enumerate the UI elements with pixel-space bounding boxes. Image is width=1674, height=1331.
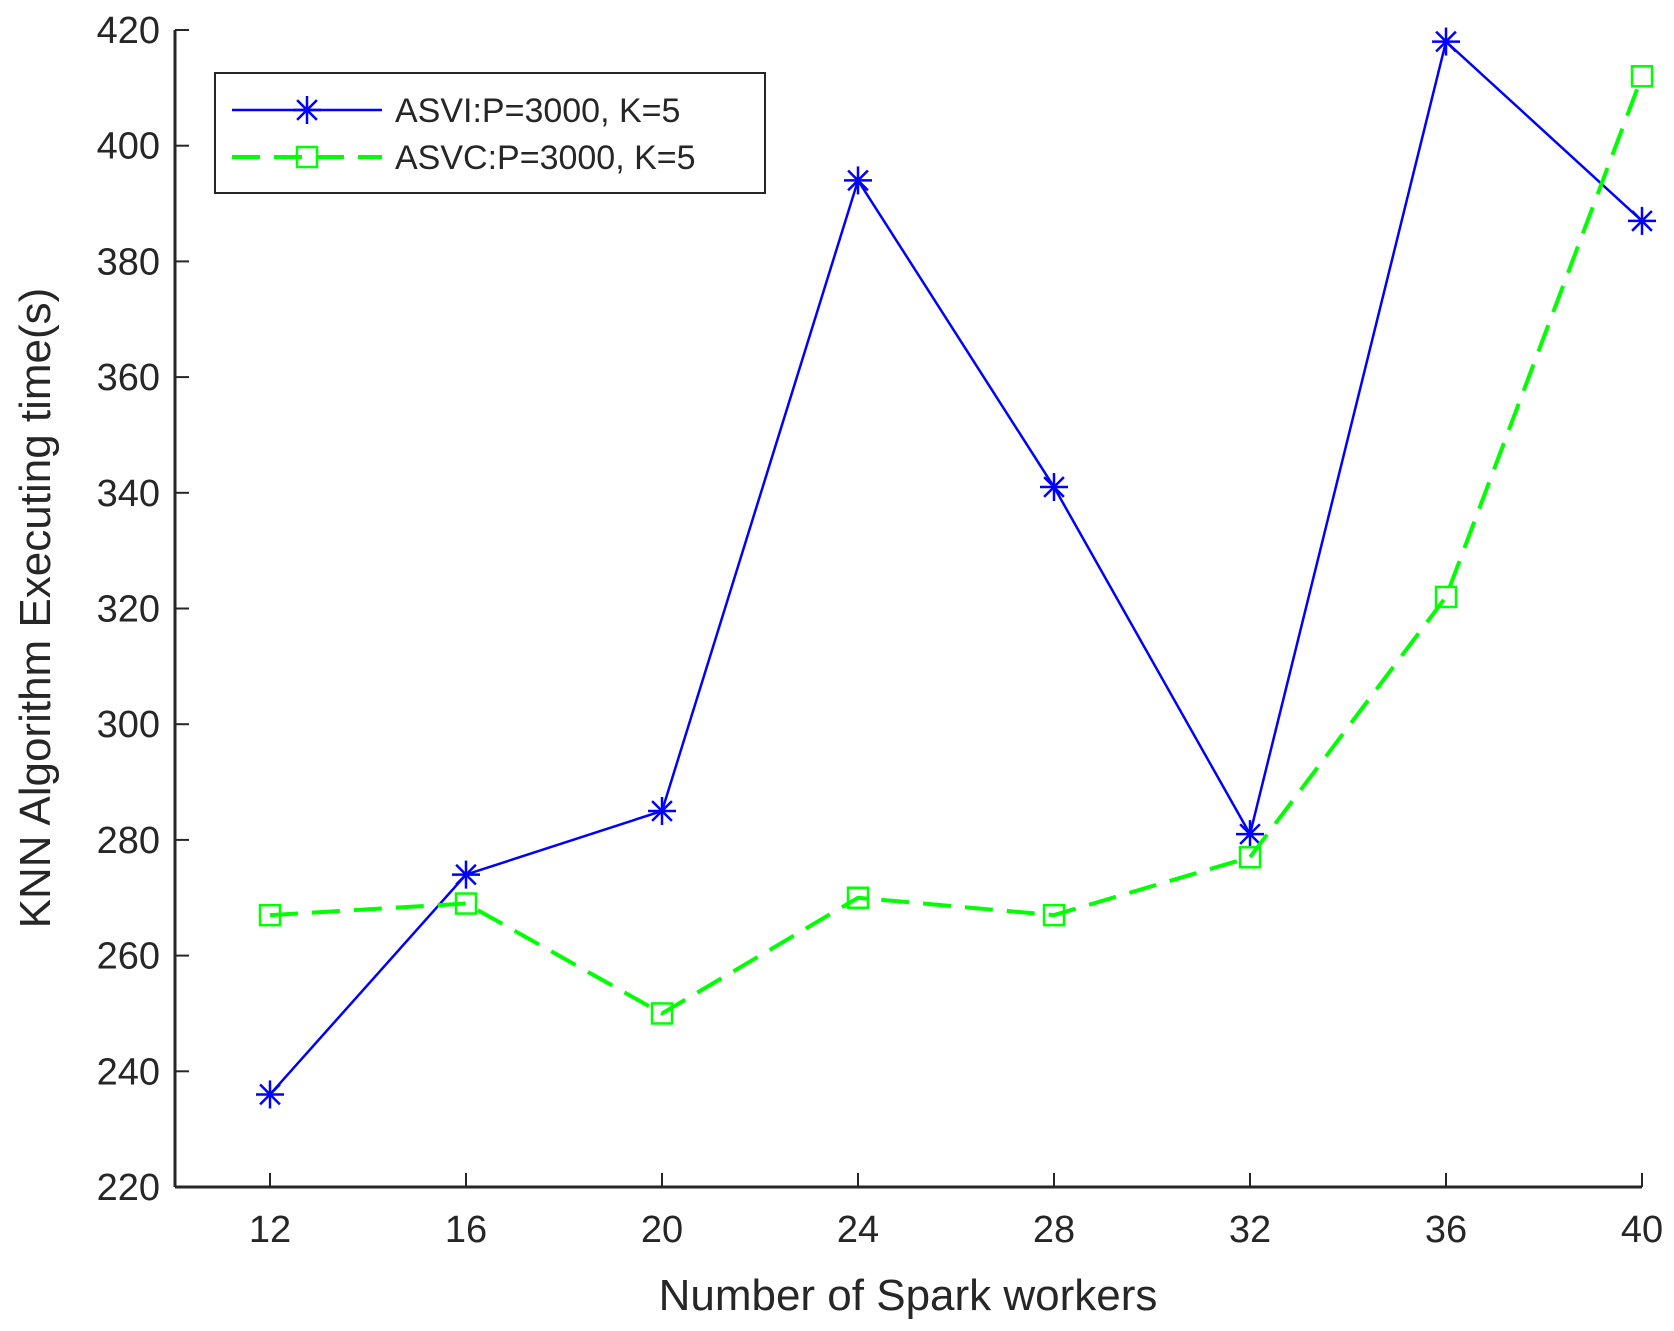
x-tick-label: 24 [837, 1209, 879, 1251]
data-point-asvi [452, 860, 480, 889]
y-tick-label: 420 [97, 10, 160, 52]
data-point-asvc [650, 1002, 674, 1025]
series-layer [256, 27, 1656, 1109]
y-tick-label: 320 [97, 589, 160, 631]
data-point-asvc [1238, 846, 1262, 869]
y-axis-title: KNN Algorithm Executing time(s) [11, 288, 60, 929]
data-point-asvc [1630, 65, 1654, 88]
series-line-asvc [269, 75, 1644, 1016]
y-tick-label: 220 [97, 1167, 160, 1209]
data-point-asvc [1434, 585, 1458, 609]
y-tick-label: 280 [97, 820, 160, 862]
legend-entry-asvi: ASVI:P=3000, K=5 [232, 92, 680, 130]
legend-box [214, 72, 766, 194]
data-point-asvc [454, 892, 478, 915]
y-tick-label: 340 [97, 473, 160, 515]
x-tick-label: 40 [1621, 1209, 1663, 1251]
y-tick-label: 300 [97, 704, 160, 746]
legend-entry-asvc: ASVC:P=3000, K=5 [232, 139, 696, 177]
y-tick-label: 400 [97, 126, 160, 168]
series-line-asvi [269, 39, 1643, 1096]
legend-square-icon [295, 145, 319, 169]
legend-marker-asvc [295, 145, 319, 169]
x-tick-label: 36 [1425, 1209, 1467, 1251]
x-tick-label: 16 [445, 1209, 487, 1251]
y-tick-label: 380 [97, 241, 160, 283]
data-point-asvi [1432, 27, 1460, 56]
series-asvc [258, 65, 1654, 1025]
x-tick-label: 12 [249, 1209, 291, 1251]
x-tick-label: 28 [1033, 1209, 1075, 1251]
data-point-asvi [256, 1080, 284, 1109]
y-tick-label: 240 [97, 1051, 160, 1093]
data-point-asvi [1236, 820, 1264, 849]
legend-label-asvc: ASVC:P=3000, K=5 [395, 139, 696, 177]
legend-marker-asvi [293, 96, 321, 124]
data-point-asvi [648, 796, 676, 825]
legend-label-asvi: ASVI:P=3000, K=5 [395, 92, 680, 130]
legend-asterisk-icon [293, 96, 321, 124]
data-point-asvc [846, 886, 870, 909]
data-point-asvc [258, 903, 282, 927]
data-point-asvi [1628, 206, 1656, 235]
data-point-asvi [1040, 473, 1068, 502]
x-tick-label: 20 [641, 1209, 683, 1251]
y-ticks: 220 240 260 280 300 320 340 360 380 400 420 [97, 10, 189, 1209]
x-axis-title: Number of Spark workers [659, 1271, 1158, 1320]
y-tick-label: 360 [97, 357, 160, 399]
series-asvi [256, 27, 1656, 1109]
x-tick-label: 32 [1229, 1209, 1271, 1251]
y-tick-label: 260 [97, 936, 160, 978]
data-point-asvc [1042, 903, 1066, 927]
legend: ASVI:P=3000, K=5 ASVC:P=3000, K=5 [214, 72, 766, 194]
data-point-asvi [844, 166, 872, 195]
x-ticks: 12 16 20 24 28 32 36 40 [249, 1173, 1663, 1251]
